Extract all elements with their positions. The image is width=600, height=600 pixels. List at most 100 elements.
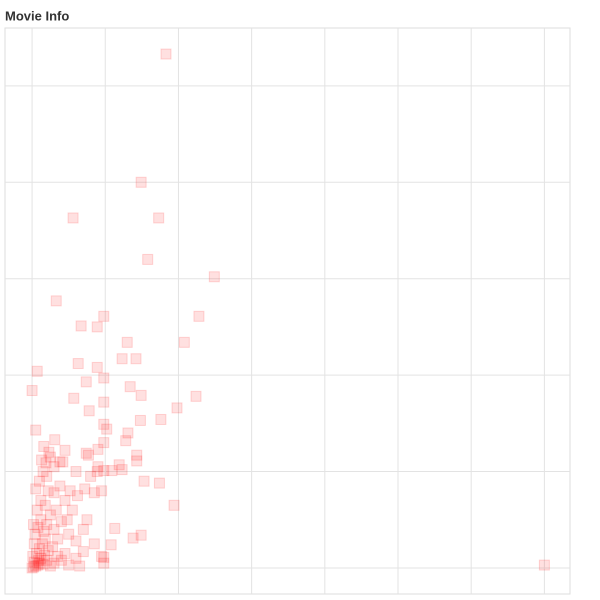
point [26,385,38,397]
chart-title: Movie Info [5,8,69,23]
point [83,405,95,417]
point [33,543,45,555]
point [30,424,42,436]
point [130,353,142,365]
point [171,402,183,414]
point [38,440,50,452]
point [208,271,220,283]
point [105,539,117,551]
point [92,461,104,473]
point [41,554,53,566]
point [75,320,87,332]
point [72,358,84,370]
point [77,523,89,535]
point [98,465,110,477]
point [127,532,139,544]
point [35,514,47,526]
point [113,459,125,471]
point [96,485,108,497]
point [70,466,82,478]
point [30,560,42,572]
point [28,538,40,550]
point [48,461,60,473]
point [52,550,64,562]
point [91,321,103,333]
point [43,446,55,458]
point [40,457,52,469]
point [63,528,75,540]
point [49,434,61,446]
point [190,390,202,402]
point [98,396,110,408]
point [91,361,103,373]
point [88,538,100,550]
point [101,423,113,435]
point [82,449,94,461]
point [31,504,43,516]
point [116,464,128,476]
point [50,295,62,307]
point [80,447,92,459]
point [122,427,134,439]
point [155,413,167,425]
point [39,549,51,561]
point [55,554,67,566]
point [106,465,118,477]
point [98,551,110,563]
point [39,499,51,511]
point [71,490,83,502]
point [54,480,66,492]
point [59,548,71,560]
point [135,389,147,401]
plot-frame [4,27,571,595]
point [54,456,66,468]
point [37,558,49,570]
point [33,475,45,487]
point [37,466,49,478]
point [98,418,110,430]
point [88,487,100,499]
point [120,435,132,447]
point [81,514,93,526]
point [77,546,89,558]
point [92,443,104,455]
point [63,559,75,571]
point [134,414,146,426]
point [32,559,44,571]
point [80,376,92,388]
point [98,310,110,322]
point [48,523,60,535]
point [98,372,110,384]
point [26,562,38,574]
point [70,535,82,547]
point [31,365,43,377]
point [55,516,67,528]
point [57,456,69,468]
point [64,485,76,497]
point [28,556,40,568]
point [98,437,110,449]
point [85,470,97,482]
point [91,466,103,478]
point [35,552,47,564]
point [30,548,42,560]
point [74,560,86,572]
point [32,521,44,533]
point [59,444,71,456]
point [42,545,54,557]
point [68,392,80,404]
point [48,487,60,499]
point [36,454,48,466]
point [33,557,45,569]
point [47,541,59,553]
point [67,212,79,224]
point [70,552,82,564]
point [131,455,143,467]
point [41,470,53,482]
point [153,212,165,224]
point [131,449,143,461]
point [96,550,108,562]
point [178,336,190,348]
point [27,550,39,562]
